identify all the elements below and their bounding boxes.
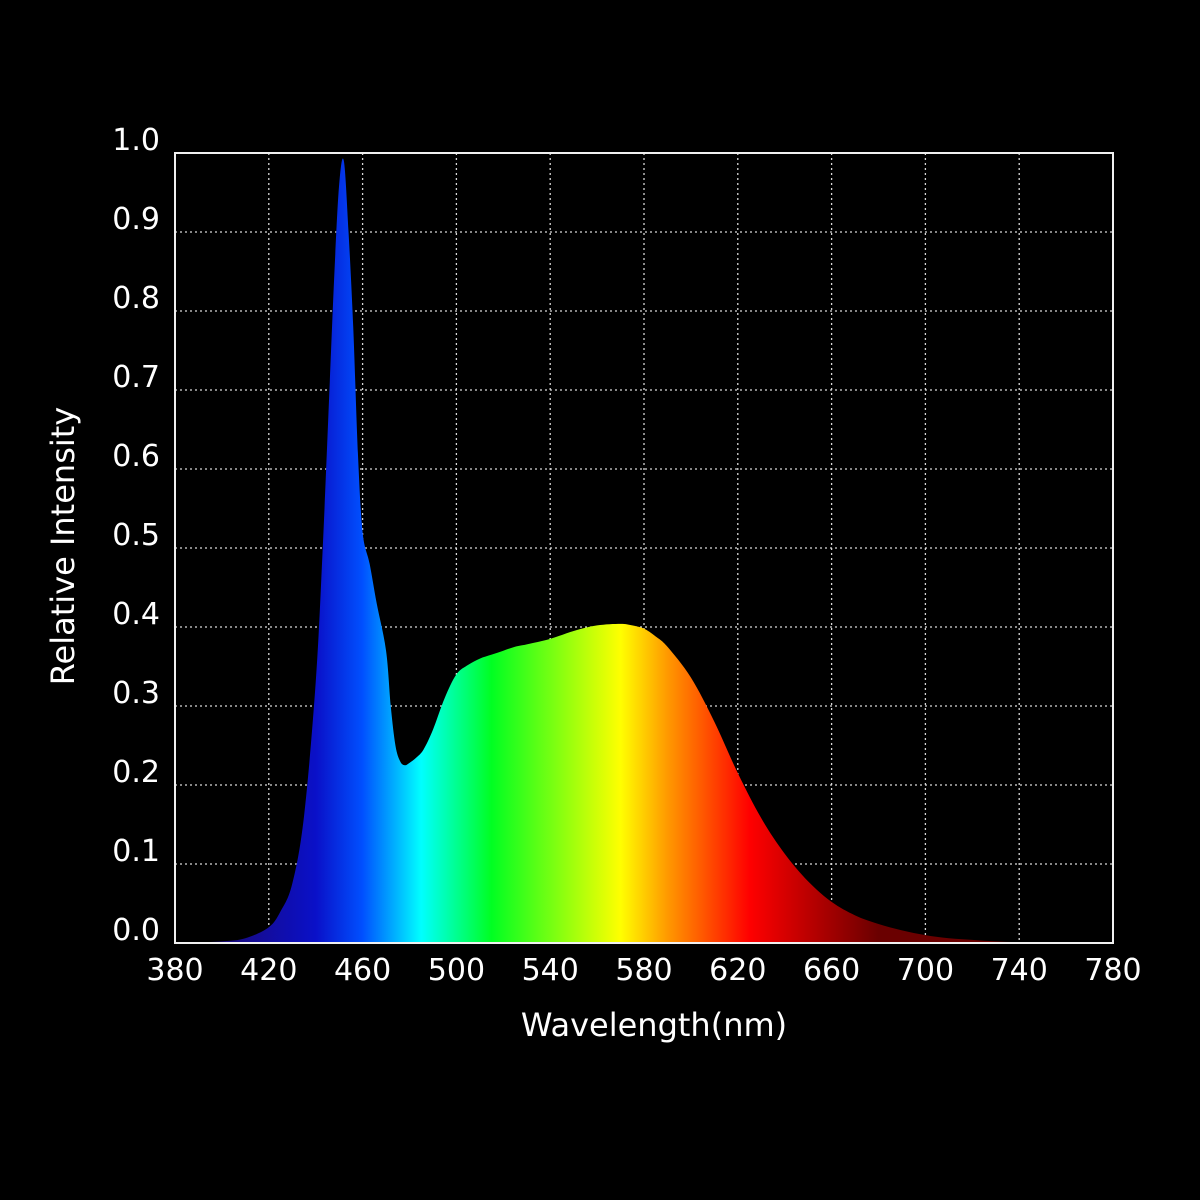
- x-tick-label: 700: [897, 953, 954, 988]
- x-axis-title: Wavelength(nm): [521, 1006, 787, 1044]
- y-tick-label: 0.9: [112, 202, 160, 237]
- y-tick-label: 0.3: [112, 676, 160, 711]
- x-tick-label: 460: [334, 953, 391, 988]
- y-tick-label: 0.7: [112, 360, 160, 395]
- y-tick-label: 0.4: [112, 597, 160, 632]
- y-tick-label: 0.2: [112, 755, 160, 790]
- y-tick-label: 0.8: [112, 281, 160, 316]
- x-tick-label: 780: [1084, 953, 1141, 988]
- plot-frame: [174, 152, 1114, 944]
- y-tick-label: 1.0: [112, 123, 160, 158]
- x-tick-label: 540: [522, 953, 579, 988]
- x-tick-label: 500: [428, 953, 485, 988]
- y-tick-label: 0.1: [112, 834, 160, 869]
- y-tick-label: 0.0: [112, 913, 160, 948]
- x-tick-label: 660: [803, 953, 860, 988]
- x-tick-label: 620: [709, 953, 766, 988]
- x-tick-label: 380: [146, 953, 203, 988]
- spectrum-area: [186, 158, 1114, 943]
- y-tick-label: 0.6: [112, 439, 160, 474]
- x-tick-label: 580: [615, 953, 672, 988]
- y-axis-title: Relative Intensity: [44, 407, 82, 686]
- y-tick-label: 0.5: [112, 518, 160, 553]
- y-axis-ticks: 0.0 0.1 0.2 0.3 0.4 0.5 0.6 0.7 0.8 0.9 1.0: [112, 123, 160, 948]
- x-tick-label: 740: [991, 953, 1048, 988]
- x-axis-ticks: 380 420 460 500 540 580 620 660 700 740 780: [146, 953, 1141, 988]
- x-tick-label: 420: [240, 953, 297, 988]
